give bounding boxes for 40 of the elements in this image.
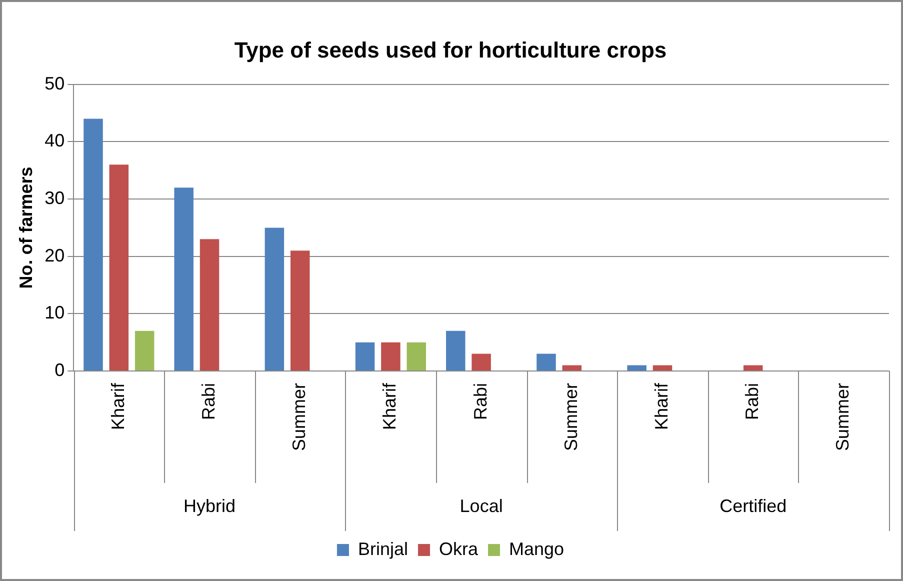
legend-label: Okra [438, 538, 479, 559]
bar [562, 365, 582, 370]
x-tick-label: Rabi [470, 383, 490, 420]
y-tick-label: 50 [44, 73, 65, 94]
text: Hybrid [184, 496, 236, 516]
legend-label: Brinjal [358, 538, 408, 559]
y-tick-label: 0 [54, 360, 65, 380]
y-tick-label: 30 [44, 188, 65, 208]
bar [381, 342, 400, 370]
bar [290, 250, 310, 370]
text: Local [460, 496, 503, 516]
bar [109, 164, 129, 370]
x-tick-label: Rabi [742, 383, 762, 420]
legend-label: Mango [508, 538, 564, 559]
chart-title: Type of seeds used for horticulture crops [234, 37, 667, 62]
bar [652, 365, 672, 370]
x-tick-label: Kharif [108, 382, 128, 430]
bar [472, 354, 491, 370]
y-tick-label: 10 [44, 302, 65, 323]
bar [406, 342, 426, 370]
bar [627, 365, 646, 370]
y-tick-label: 40 [44, 130, 65, 151]
bar [446, 330, 466, 370]
bar [134, 330, 154, 370]
x-tick-label: Rabi [198, 383, 218, 420]
bar [264, 228, 284, 370]
x-tick-label: Summer [560, 383, 581, 452]
bar [743, 365, 763, 370]
bar [200, 239, 220, 370]
bar [536, 354, 556, 370]
bar [355, 342, 375, 370]
y-axis-title: No. of farmers [16, 166, 36, 289]
bar [174, 188, 194, 370]
x-tick-label: Kharif [651, 382, 672, 430]
x-tick-label: Summer [832, 383, 853, 452]
x-tick-label: Kharif [380, 382, 400, 430]
y-tick-label: 20 [44, 245, 65, 266]
bar [84, 118, 103, 370]
text: Certified [720, 496, 787, 516]
x-tick-label: Summer [289, 383, 310, 452]
